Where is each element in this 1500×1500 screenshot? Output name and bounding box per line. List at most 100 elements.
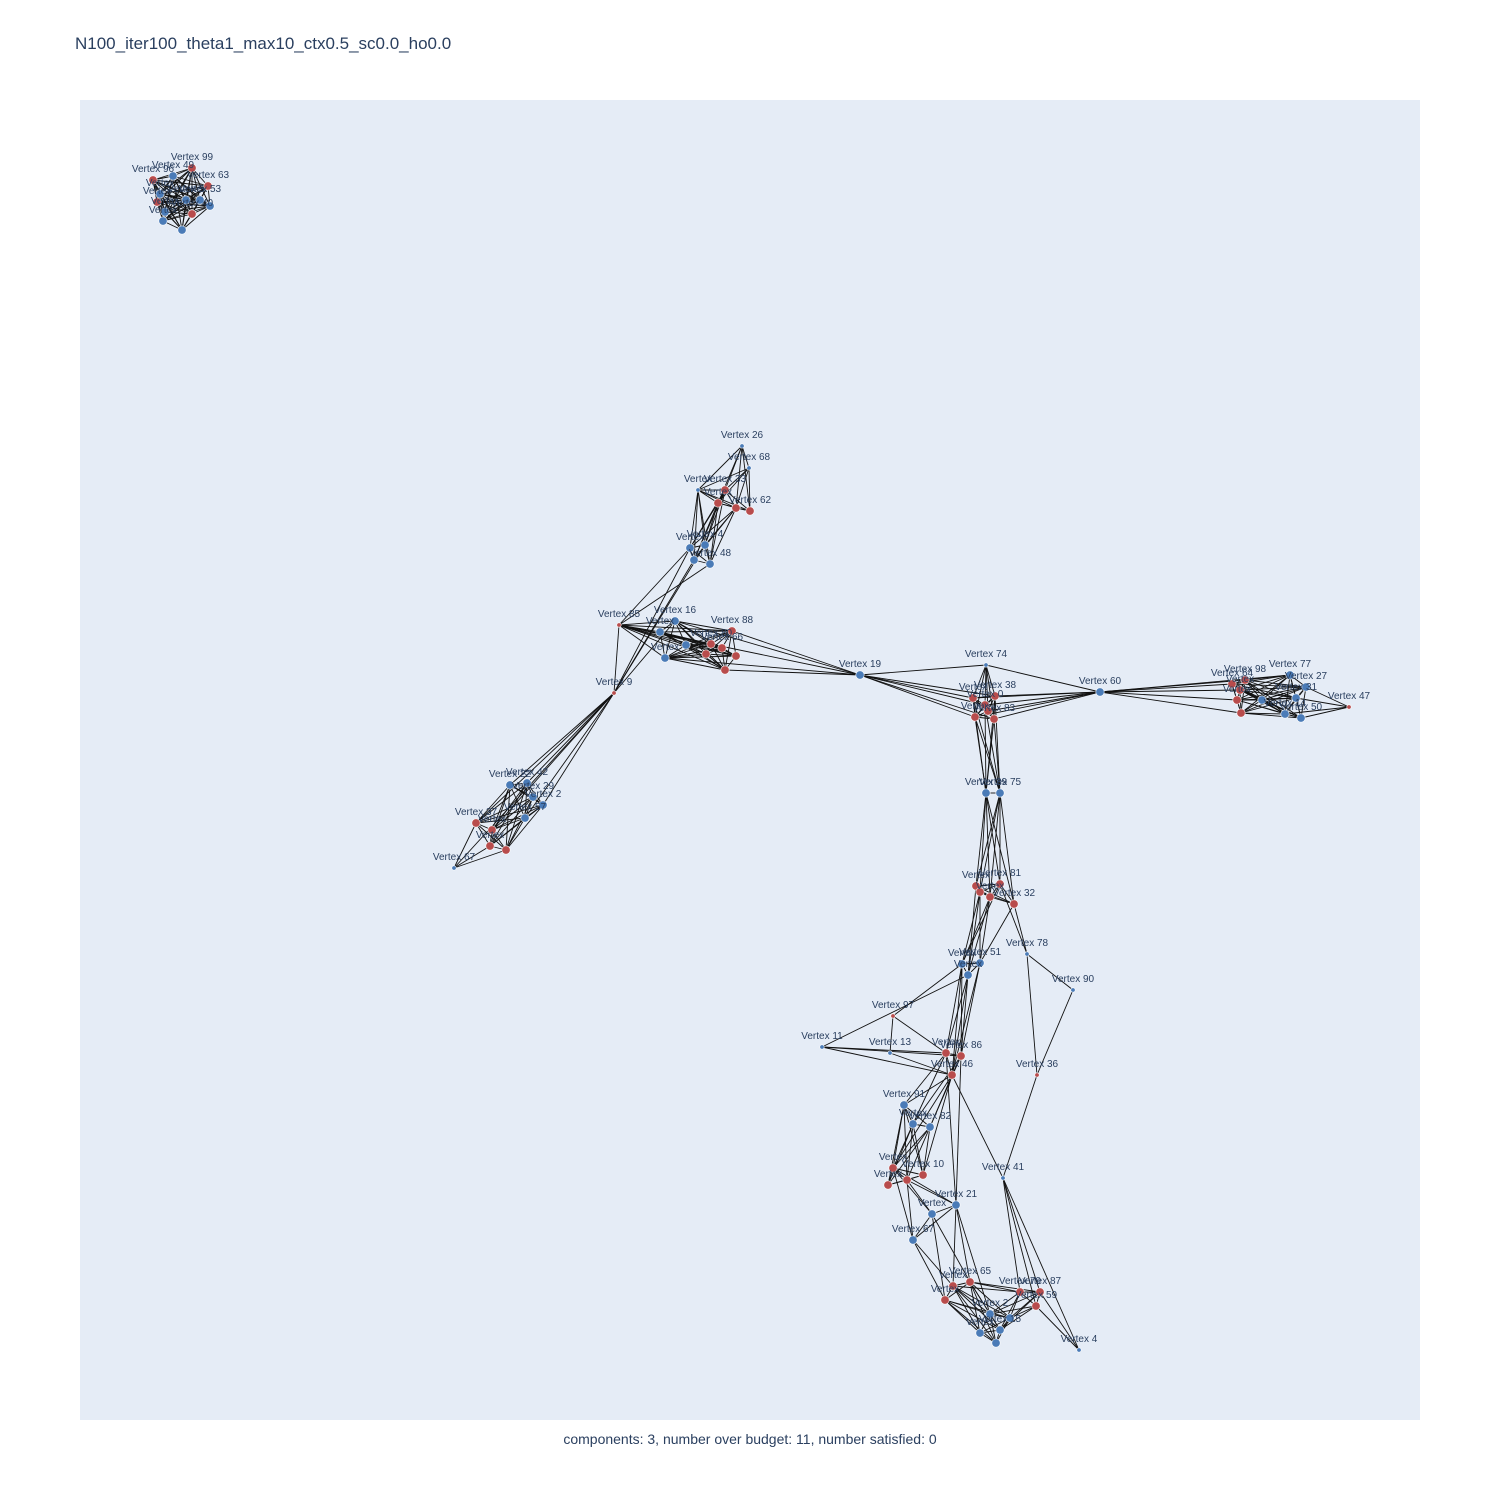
vertex-node[interactable] [985,892,995,902]
vertex-node[interactable] [983,706,993,716]
vertex-node[interactable] [611,690,617,696]
vertex-node[interactable] [990,691,1000,701]
vertex-node[interactable] [1227,679,1237,689]
vertex-node[interactable] [968,693,978,703]
vertex-node[interactable] [995,1325,1005,1335]
vertex-node[interactable] [981,788,991,798]
vertex-node[interactable] [522,778,532,788]
vertex-node[interactable] [970,712,980,722]
vertex-node[interactable] [1035,1287,1045,1297]
vertex-node[interactable] [1291,693,1301,703]
vertex-node[interactable] [957,959,967,969]
vertex-node[interactable] [1280,709,1290,719]
vertex-node[interactable] [485,841,495,851]
vertex-node[interactable] [908,1235,918,1245]
vertex-node[interactable] [983,662,989,668]
vertex-node[interactable] [203,181,213,191]
vertex-node[interactable] [660,653,670,663]
vertex-node[interactable] [471,818,481,828]
vertex-node[interactable] [505,780,515,790]
vertex-node[interactable] [1031,1301,1041,1311]
vertex-node[interactable] [739,443,745,449]
vertex-node[interactable] [155,189,165,199]
vertex-node[interactable] [965,1277,975,1287]
vertex-node[interactable] [720,485,730,495]
vertex-node[interactable] [727,626,737,636]
vertex-node[interactable] [995,879,1005,889]
vertex-node[interactable] [1076,1347,1082,1353]
vertex-node[interactable] [148,175,158,185]
vertex-node[interactable] [908,1119,918,1129]
vertex-node[interactable] [685,543,695,553]
vertex-node[interactable] [1296,713,1306,723]
vertex-node[interactable] [720,665,730,675]
vertex-node[interactable] [205,201,215,211]
vertex-node[interactable] [160,207,170,217]
vertex-node[interactable] [1257,695,1267,705]
vertex-node[interactable] [1232,695,1242,705]
vertex-node[interactable] [902,1175,912,1185]
vertex-node[interactable] [855,670,865,680]
vertex-node[interactable] [695,487,701,493]
vertex-node[interactable] [975,1328,985,1338]
vertex-node[interactable] [991,1338,1001,1348]
vertex-node[interactable] [1301,682,1311,692]
vertex-node[interactable] [951,1200,961,1210]
vertex-node[interactable] [168,171,178,181]
vertex-node[interactable] [1235,685,1245,695]
vertex-node[interactable] [745,506,755,516]
vertex-node[interactable] [956,1051,966,1061]
vertex-node[interactable] [1070,987,1076,993]
vertex-node[interactable] [883,1180,893,1190]
vertex-node[interactable] [520,813,530,823]
vertex-node[interactable] [819,1044,825,1050]
vertex-node[interactable] [1000,1175,1006,1181]
vertex-node[interactable] [985,1309,995,1319]
vertex-node[interactable] [890,1013,896,1019]
vertex-node[interactable] [670,616,680,626]
vertex-node[interactable] [963,970,973,980]
vertex-node[interactable] [187,163,197,173]
vertex-node[interactable] [501,845,511,855]
vertex-node[interactable] [927,1209,937,1219]
vertex-node[interactable] [158,216,168,226]
vertex-node[interactable] [717,643,727,653]
vertex-node[interactable] [1346,704,1352,710]
vertex-node[interactable] [528,792,538,802]
vertex-node[interactable] [1009,899,1019,909]
vertex-node[interactable] [538,800,548,810]
vertex-node[interactable] [899,1100,909,1110]
vertex-node[interactable] [1236,708,1246,718]
vertex-node[interactable] [451,865,457,871]
vertex-node[interactable] [887,1050,893,1056]
vertex-node[interactable] [975,887,985,897]
vertex-node[interactable] [995,788,1005,798]
vertex-node[interactable] [195,195,205,205]
vertex-node[interactable] [940,1295,950,1305]
vertex-node[interactable] [1095,687,1105,697]
vertex-node[interactable] [888,1163,898,1173]
vertex-node[interactable] [1285,670,1295,680]
vertex-node[interactable] [941,1048,951,1058]
vertex-node[interactable] [947,1070,957,1080]
vertex-node[interactable] [975,958,985,968]
vertex-node[interactable] [681,640,691,650]
vertex-node[interactable] [746,465,752,471]
vertex-node[interactable] [655,627,665,637]
vertex-node[interactable] [731,651,741,661]
vertex-node[interactable] [989,714,999,724]
vertex-node[interactable] [700,540,710,550]
vertex-node[interactable] [152,197,162,207]
vertex-node[interactable] [616,622,622,628]
vertex-node[interactable] [1240,675,1250,685]
vertex-node[interactable] [713,498,723,508]
vertex-node[interactable] [1024,951,1030,957]
vertex-node[interactable] [948,1281,958,1291]
vertex-node[interactable] [487,825,497,835]
vertex-node[interactable] [1005,1313,1015,1323]
vertex-node[interactable] [177,225,187,235]
vertex-node[interactable] [701,649,711,659]
vertex-node[interactable] [181,195,191,205]
vertex-node[interactable] [1034,1072,1040,1078]
vertex-node[interactable] [1015,1287,1025,1297]
